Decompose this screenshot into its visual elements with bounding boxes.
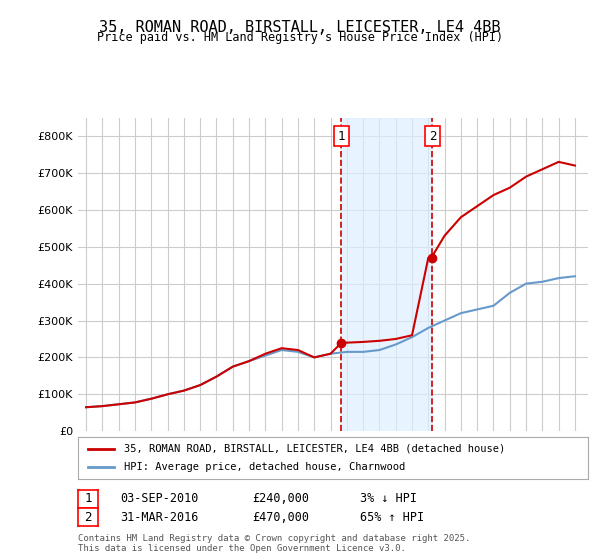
- Text: HPI: Average price, detached house, Charnwood: HPI: Average price, detached house, Char…: [124, 462, 405, 472]
- Text: 35, ROMAN ROAD, BIRSTALL, LEICESTER, LE4 4BB (detached house): 35, ROMAN ROAD, BIRSTALL, LEICESTER, LE4…: [124, 444, 505, 454]
- Text: Contains HM Land Registry data © Crown copyright and database right 2025.
This d: Contains HM Land Registry data © Crown c…: [78, 534, 470, 553]
- Bar: [341, 118, 433, 431]
- Text: Price paid vs. HM Land Registry's House Price Index (HPI): Price paid vs. HM Land Registry's House …: [97, 31, 503, 44]
- Text: 03-SEP-2010: 03-SEP-2010: [120, 492, 199, 506]
- Text: 2: 2: [84, 511, 92, 524]
- Text: £470,000: £470,000: [252, 511, 309, 524]
- Text: 3% ↓ HPI: 3% ↓ HPI: [360, 492, 417, 506]
- Text: 2: 2: [428, 129, 436, 143]
- Text: 1: 1: [338, 129, 345, 143]
- Text: 1: 1: [84, 492, 92, 506]
- Text: £240,000: £240,000: [252, 492, 309, 506]
- Text: 65% ↑ HPI: 65% ↑ HPI: [360, 511, 424, 524]
- Text: 35, ROMAN ROAD, BIRSTALL, LEICESTER, LE4 4BB: 35, ROMAN ROAD, BIRSTALL, LEICESTER, LE4…: [99, 20, 501, 35]
- Text: 31-MAR-2016: 31-MAR-2016: [120, 511, 199, 524]
